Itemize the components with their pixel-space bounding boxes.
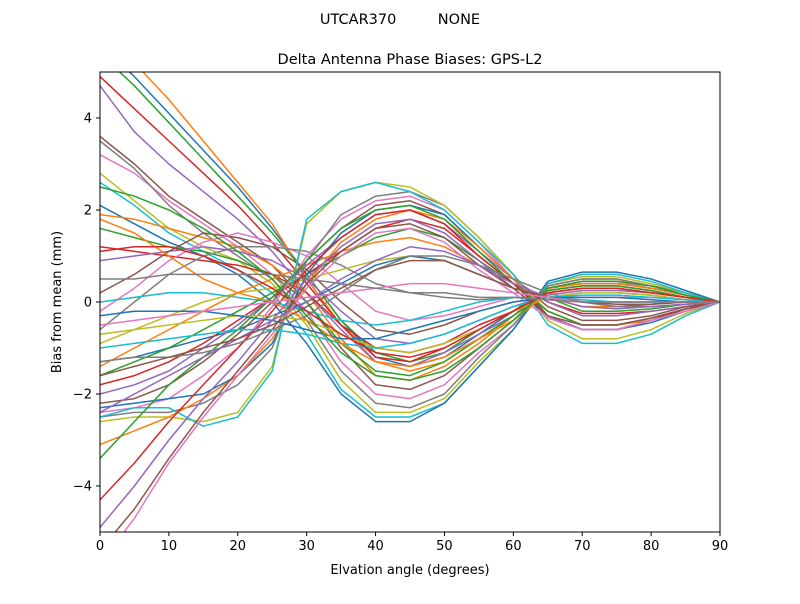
- x-tick-label: 40: [367, 539, 384, 554]
- x-tick-label: 70: [574, 539, 591, 554]
- series-line-40: [100, 294, 720, 349]
- series-line-45: [100, 246, 720, 414]
- x-tick-label: 0: [96, 539, 104, 554]
- y-axis: −4 −2 0 2 4: [73, 112, 100, 495]
- series-line-36: [114, 223, 720, 532]
- x-tick-label: 30: [298, 539, 315, 554]
- series-line-44: [100, 246, 720, 358]
- y-tick-label: −2: [73, 388, 92, 403]
- x-tick-label: 80: [643, 539, 660, 554]
- series-line-43: [100, 186, 720, 381]
- y-tick-label: 2: [84, 204, 92, 219]
- series-line-48: [100, 273, 720, 303]
- x-tick-label: 60: [505, 539, 522, 554]
- y-tick-label: 0: [84, 296, 92, 311]
- series-line-38: [100, 255, 720, 363]
- x-tick-label: 50: [436, 539, 453, 554]
- x-axis: 0 10 20 30 40 50 60 70 80 90: [96, 532, 728, 554]
- series-line-30: [100, 181, 720, 427]
- series-line-39: [100, 292, 720, 354]
- x-tick-label: 20: [230, 539, 247, 554]
- figure-suptitle: UTCAR370 NONE: [320, 12, 480, 28]
- series-layer: [100, 72, 720, 532]
- x-tick-label: 90: [712, 539, 729, 554]
- x-tick-label: 10: [161, 539, 178, 554]
- series-line-26: [100, 200, 720, 404]
- series-line-29: [100, 181, 720, 423]
- series-line-13: [100, 227, 720, 377]
- y-tick-label: 4: [84, 112, 92, 127]
- series-line-37: [123, 227, 720, 532]
- x-axis-label: Elvation angle (degrees): [330, 563, 489, 578]
- chart-title: Delta Antenna Phase Biases: GPS-L2: [278, 52, 543, 68]
- series-line-46: [100, 259, 720, 377]
- y-tick-label: −4: [73, 480, 92, 495]
- y-axis-label: Bias from mean (mm): [50, 231, 65, 373]
